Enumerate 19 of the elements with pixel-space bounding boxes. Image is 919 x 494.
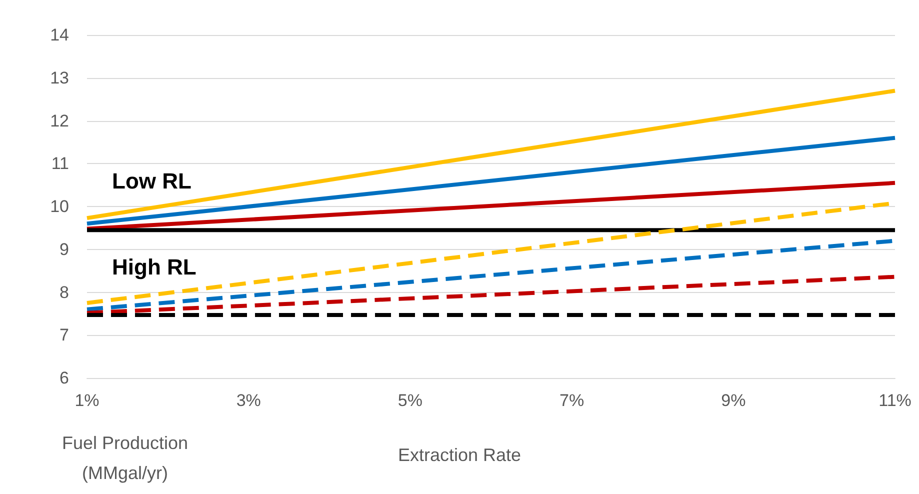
x-tick-label: 3% <box>236 391 261 410</box>
y-tick-label: 9 <box>60 240 69 259</box>
y-tick-label: 8 <box>60 282 69 302</box>
y-tick-label: 14 <box>50 26 69 44</box>
x-axis-title: Extraction Rate <box>398 445 522 465</box>
x-tick-label: 1% <box>74 391 100 410</box>
y-tick-label: 7 <box>60 326 69 345</box>
annotation: High RL <box>112 254 196 280</box>
y-axis-title: Fuel Production (MMgal/yr) <box>62 433 188 483</box>
x-tick-label: 7% <box>560 391 584 410</box>
annotation: Low RL <box>112 168 192 194</box>
x-tick-label: 9% <box>721 391 746 410</box>
x-tick-label: 5% <box>398 391 422 410</box>
y-tick-label: 13 <box>50 68 69 88</box>
y-tick-label: 12 <box>50 111 69 130</box>
y-tick-label: 11 <box>51 154 69 174</box>
y-tick-label: 10 <box>50 197 69 216</box>
y-tick-label: 6 <box>60 368 69 388</box>
x-tick-label: 11% <box>878 391 912 410</box>
